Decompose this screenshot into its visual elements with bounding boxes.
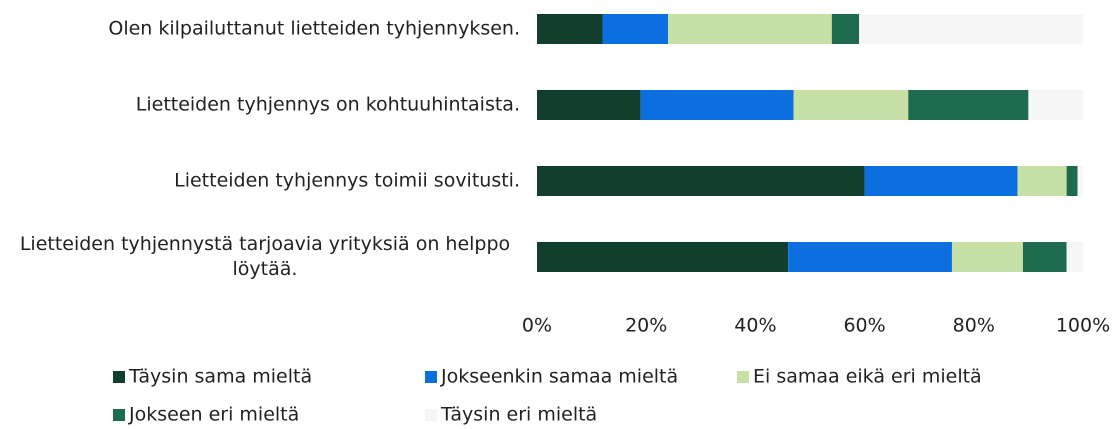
bar-segment xyxy=(864,166,1018,196)
bar-segment xyxy=(793,90,909,120)
bar-segment xyxy=(1066,166,1078,196)
x-tick-label: 100% xyxy=(1056,315,1110,337)
x-tick-label: 20% xyxy=(625,315,667,337)
category-label: Lietteiden tyhjennys on kohtuuhintaista. xyxy=(135,93,520,116)
bar-segment xyxy=(1077,166,1083,196)
bar-segment xyxy=(537,90,641,120)
bar-segment xyxy=(1022,242,1067,272)
bar-segment xyxy=(537,242,789,272)
legend-swatch xyxy=(113,409,125,421)
legend-label: Ei samaa eikä eri mieltä xyxy=(753,366,982,388)
x-tick-label: 80% xyxy=(953,315,995,337)
bar-segment xyxy=(1028,90,1083,120)
category-label: Lietteiden tyhjennys toimii sovitusti. xyxy=(174,169,520,192)
bar-segment xyxy=(668,14,832,44)
legend-swatch xyxy=(425,409,437,421)
bar-segment xyxy=(1017,166,1067,196)
x-tick-label: 40% xyxy=(734,315,776,337)
legend-label: Jokseenkin samaa mieltä xyxy=(440,366,678,388)
legend-swatch xyxy=(425,371,437,383)
bar-segment xyxy=(951,242,1023,272)
legend-swatch xyxy=(737,371,749,383)
bar-segment xyxy=(1066,242,1083,272)
x-tick-label: 60% xyxy=(843,315,885,337)
bar-segment xyxy=(602,14,669,44)
legend-label: Täysin sama mieltä xyxy=(128,366,312,388)
legend-swatch xyxy=(113,371,125,383)
category-label: Lietteiden tyhjennystä tarjoavia yrityks… xyxy=(19,233,511,280)
bar-segment xyxy=(831,14,860,44)
bar-segment xyxy=(537,166,865,196)
bar-segment xyxy=(908,90,1029,120)
category-label: Olen kilpailuttanut lietteiden tyhjennyk… xyxy=(108,17,520,40)
bar-segment xyxy=(788,242,952,272)
bar-segment xyxy=(640,90,794,120)
x-tick-label: 0% xyxy=(522,315,552,337)
legend-label: Täysin eri mieltä xyxy=(440,404,597,426)
legend-label: Jokseen eri mieltä xyxy=(128,404,299,426)
bar-segment xyxy=(537,14,603,44)
bar-segment xyxy=(859,14,1083,44)
